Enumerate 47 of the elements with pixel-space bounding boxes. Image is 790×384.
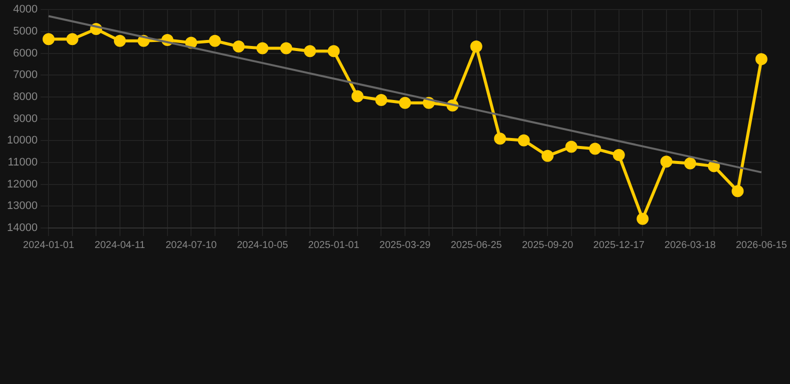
point: [612, 149, 625, 162]
point: [66, 33, 78, 46]
y-tick-label: 14000: [6, 222, 38, 234]
x-tick-label: 2026-06-15: [736, 240, 788, 251]
x-tick-label: 2025-09-20: [522, 240, 574, 251]
y-tick-label: 11000: [8, 156, 38, 169]
point: [351, 90, 364, 102]
point: [280, 42, 292, 54]
x-tick-label: 2025-01-01: [308, 240, 360, 251]
point: [660, 156, 672, 168]
point: [328, 45, 340, 58]
y-tick-label: 6000: [13, 47, 38, 60]
point: [185, 36, 198, 49]
x-tick-label: 2024-10-05: [236, 240, 288, 251]
point: [114, 34, 126, 47]
x-tick-label: 2024-01-01: [23, 240, 75, 251]
x-tick-label: 2024-07-10: [166, 240, 218, 251]
y-tick-label: 7000: [13, 69, 38, 82]
point: [732, 185, 744, 198]
point: [684, 157, 696, 170]
point: [565, 140, 578, 153]
y-tick-label: 12000: [6, 178, 38, 190]
point: [518, 134, 530, 146]
y-tick-label: 10000: [6, 134, 38, 147]
point: [589, 142, 602, 155]
y-tick-label: 13000: [6, 200, 38, 212]
y-tick-label: 4000: [13, 4, 38, 16]
x-tick-label: 2026-03-18: [664, 240, 716, 251]
point: [755, 53, 768, 66]
x-tick-label: 2025-06-25: [450, 240, 502, 251]
y-tick-label: 8000: [13, 90, 38, 103]
point: [399, 96, 412, 109]
point: [636, 212, 649, 225]
point: [494, 132, 506, 145]
point: [208, 34, 221, 47]
point: [375, 94, 388, 106]
y-tick-label: 9000: [13, 112, 38, 125]
x-tick-label: 2025-03-29: [379, 240, 432, 251]
x-tick-label: 2025-12-17: [593, 240, 645, 251]
point: [542, 150, 554, 162]
point: [304, 45, 316, 58]
point: [42, 33, 55, 46]
point: [256, 42, 268, 54]
point: [470, 40, 482, 53]
x-tick-label: 2024-04-11: [94, 240, 146, 251]
y-tick-label: 5000: [13, 25, 38, 38]
point: [232, 40, 245, 53]
